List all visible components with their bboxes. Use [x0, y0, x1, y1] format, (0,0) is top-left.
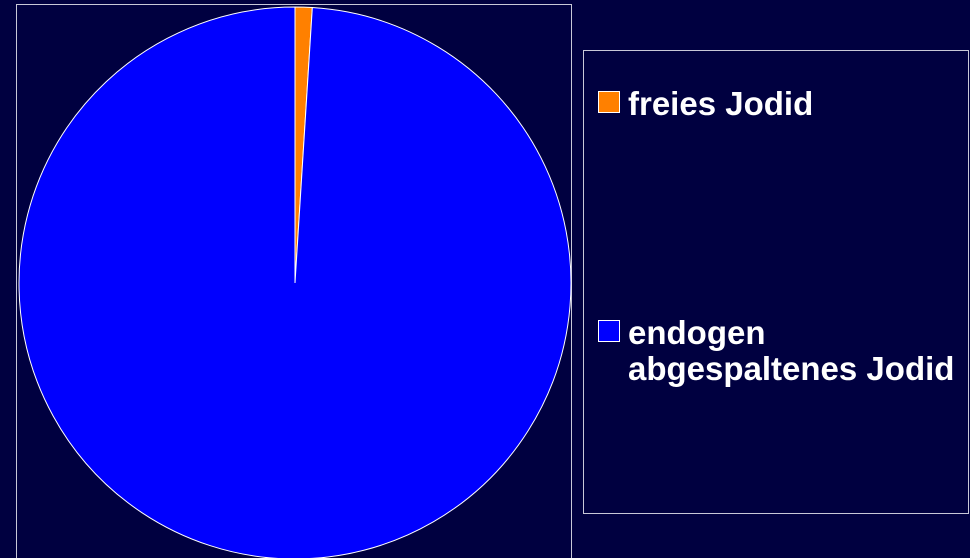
legend-label: freies Jodid — [628, 85, 814, 122]
pie-slice-endogen-abgespaltenes-jodid — [18, 6, 572, 558]
legend: freies Jodid endogen abgespaltenes Jodid — [583, 50, 969, 514]
legend-item-endogen-abgespaltenes-jodid: endogen abgespaltenes Jodid — [598, 315, 968, 387]
legend-swatch-blue — [598, 320, 620, 342]
pie-chart — [18, 6, 572, 558]
pie-plot-area — [16, 4, 572, 558]
legend-label: endogen abgespaltenes Jodid — [628, 314, 955, 387]
legend-item-freies-jodid: freies Jodid — [598, 86, 968, 122]
legend-swatch-orange — [598, 91, 620, 113]
